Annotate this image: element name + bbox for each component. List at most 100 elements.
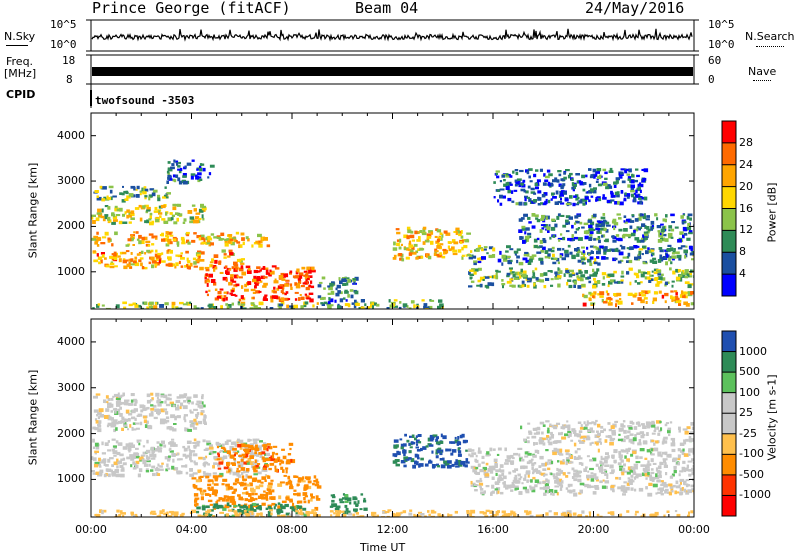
scatter-cell — [618, 428, 622, 432]
scatter-cell — [236, 450, 240, 453]
scatter-cell — [607, 422, 611, 425]
scatter-cell — [670, 261, 673, 265]
scatter-cell — [483, 490, 486, 494]
scatter-cell — [193, 408, 198, 411]
scatter-cell — [304, 273, 308, 277]
velocity-colorbar — [721, 330, 737, 517]
scatter-cell — [163, 421, 168, 424]
scatter-cell — [685, 491, 690, 495]
scatter-cell — [250, 504, 253, 509]
scatter-cell — [511, 190, 514, 194]
scatter-cell — [187, 445, 190, 449]
scatter-cell — [658, 231, 662, 236]
scatter-cell — [248, 445, 253, 449]
scatter-cell — [529, 180, 533, 183]
scatter-cell — [606, 292, 610, 296]
scatter-cell — [425, 306, 430, 309]
scatter-cell — [599, 515, 603, 517]
scatter-cell — [624, 455, 627, 459]
scatter-cell — [280, 503, 283, 508]
scatter-cell — [657, 465, 662, 469]
scatter-cell — [282, 455, 287, 460]
scatter-cell — [609, 248, 613, 251]
scatter-cell — [270, 298, 274, 303]
scatter-cell — [512, 273, 516, 278]
scatter-cell — [583, 468, 587, 472]
scatter-cell — [226, 462, 230, 466]
scatter-cell — [354, 276, 359, 281]
scatter-cell — [623, 489, 628, 493]
scatter-cell — [196, 487, 202, 491]
scatter-cell — [393, 453, 398, 456]
y-tick-label: 2000 — [57, 219, 85, 233]
scatter-cell — [470, 250, 473, 253]
scatter-cell — [253, 469, 257, 472]
scatter-cell — [534, 449, 538, 454]
scatter-cell — [642, 440, 648, 445]
scatter-cell — [539, 257, 544, 261]
scatter-cell — [101, 198, 105, 202]
scatter-cell — [597, 228, 600, 233]
scatter-cell — [548, 489, 554, 493]
scatter-cell — [537, 203, 542, 206]
scatter-cell — [496, 490, 499, 495]
scatter-cell — [638, 227, 641, 231]
scatter-cell — [93, 235, 99, 239]
scatter-cell — [158, 205, 163, 209]
scatter-cell — [658, 280, 663, 284]
scatter-cell — [161, 218, 166, 221]
scatter-cell — [181, 465, 186, 468]
scatter-cell — [457, 453, 462, 457]
scatter-cell — [219, 271, 224, 274]
scatter-cell — [265, 491, 269, 496]
scatter-cell — [164, 302, 169, 306]
scatter-cell — [657, 273, 662, 276]
scatter-cell — [334, 299, 337, 303]
scatter-cell — [690, 269, 693, 273]
scatter-cell — [649, 476, 653, 481]
scatter-cell — [428, 460, 433, 464]
scatter-cell — [99, 510, 103, 513]
scatter-cell — [278, 510, 284, 513]
scatter-cell — [271, 489, 275, 493]
scatter-cell — [522, 465, 526, 470]
scatter-cell — [245, 474, 248, 478]
scatter-cell — [131, 426, 134, 431]
scatter-cell — [665, 472, 668, 476]
scatter-cell — [470, 480, 473, 485]
scatter-cell — [174, 453, 178, 456]
scatter-cell — [208, 452, 212, 455]
scatter-cell — [149, 453, 154, 457]
scatter-cell — [94, 461, 100, 465]
scatter-cell — [593, 473, 597, 477]
scatter-cell — [559, 277, 562, 280]
scatter-cell — [225, 303, 229, 306]
scatter-cell — [671, 221, 675, 224]
scatter-cell — [139, 192, 142, 196]
scatter-cell — [171, 304, 175, 308]
scatter-cell — [539, 487, 544, 490]
scatter-cell — [114, 470, 119, 474]
scatter-cell — [99, 414, 105, 418]
scatter-cell — [588, 511, 592, 514]
scatter-cell — [208, 479, 214, 482]
scatter-cell — [682, 273, 688, 276]
scatter-cell — [663, 483, 668, 488]
scatter-cell — [524, 235, 530, 240]
scatter-cell — [630, 487, 634, 491]
scatter-cell — [445, 448, 448, 452]
scatter-cell — [657, 239, 663, 243]
scatter-cell — [670, 475, 674, 478]
scatter-cell — [310, 280, 313, 284]
scatter-cell — [172, 174, 176, 178]
scatter-cell — [619, 513, 623, 517]
scatter-cell — [260, 516, 265, 517]
scatter-cell — [180, 257, 185, 260]
scatter-cell — [585, 466, 588, 469]
scatter-cell — [524, 455, 529, 458]
scatter-cell — [306, 297, 312, 300]
scatter-cell — [227, 496, 231, 500]
scatter-cell — [297, 297, 301, 301]
scatter-cell — [403, 456, 409, 460]
scatter-cell — [551, 192, 555, 196]
